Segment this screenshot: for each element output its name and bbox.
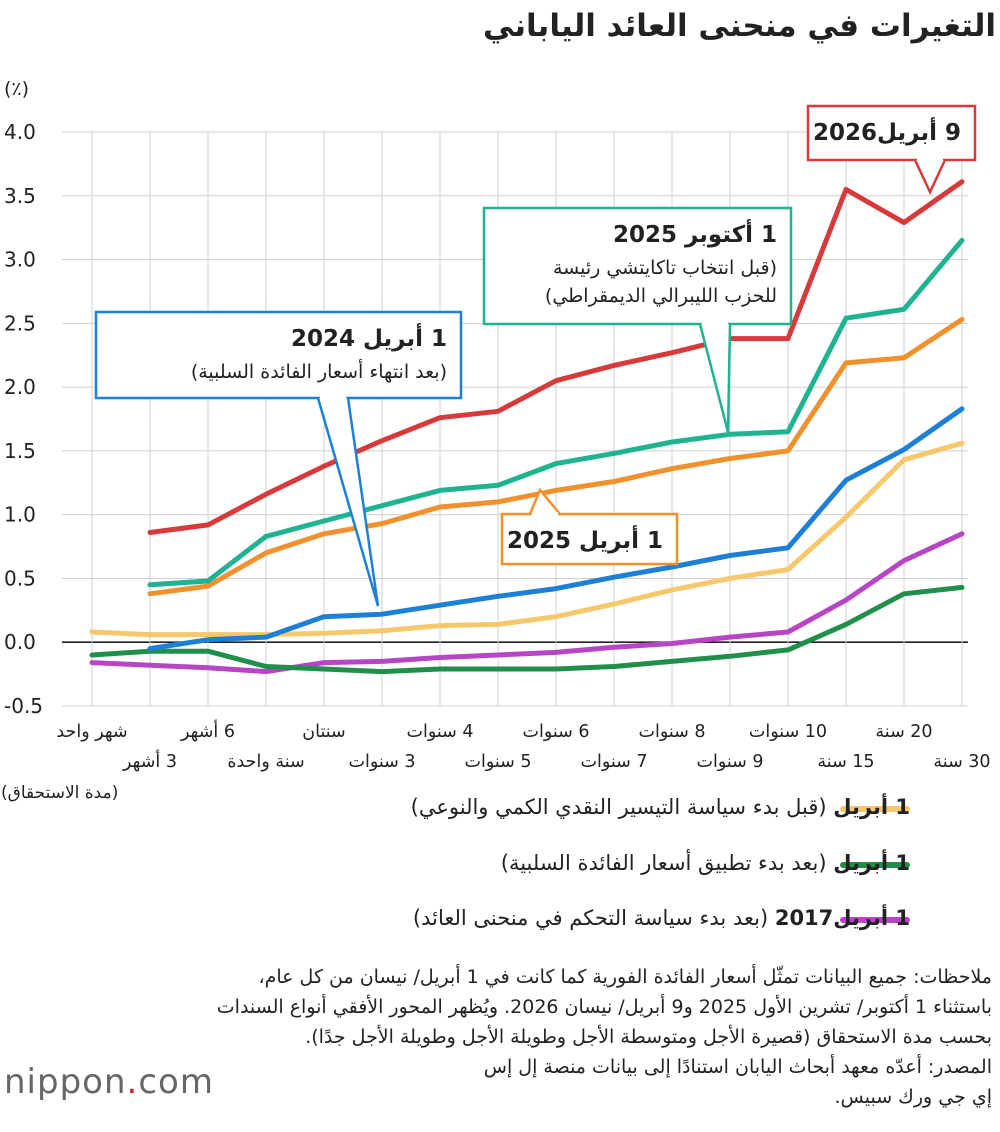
callout-3: 1 أبريل 2024 (بعد انتهاء أسعار الفائدة ال… <box>94 310 463 607</box>
callout-box <box>806 104 977 162</box>
y-tick-label: 0.0 <box>4 630 36 654</box>
callout-text: 1 أبريل 2025 <box>507 524 663 554</box>
note-line: باستثناء 1 أكتوبر/ تشرين الأول 2025 و9 أ… <box>216 996 992 1018</box>
note-line: ملاحظات: جميع البيانات تمثّل أسعار الفائ… <box>258 966 993 988</box>
legend-date: 1 أبريل2017 <box>774 906 910 930</box>
series-line-5 <box>89 584 965 675</box>
series-lines <box>89 179 965 675</box>
x-tick-label: 4 سنوات <box>406 722 473 742</box>
legend-swatch-yellow <box>840 806 910 812</box>
y-tick-label: 3.0 <box>4 248 36 272</box>
y-tick-label: 1.5 <box>4 439 36 463</box>
series-line-2 <box>147 317 965 597</box>
x-tick-label: شهر واحد <box>56 722 127 742</box>
callout-text: 9 أبريل2026 <box>813 116 961 146</box>
legend-swatch-purple <box>840 917 910 923</box>
legend-swatch-green <box>840 862 910 868</box>
y-tick-label: 0.5 <box>4 566 36 590</box>
x-tick-label: 5 سنوات <box>464 752 531 772</box>
callout-box <box>94 310 463 400</box>
legend-date: 1 أبريل <box>833 795 910 819</box>
callout-text: (قبل انتخاب تاكايتشي رئيسة <box>553 257 777 279</box>
x-tick-label: سنة واحدة <box>227 752 304 772</box>
x-tick-label: سنتان <box>302 722 345 742</box>
callout-pointer <box>316 397 380 607</box>
x-axis-label: (مدة الاستحقاق) <box>1 783 118 803</box>
y-tick-label: 4.0 <box>4 120 36 144</box>
x-tick-label: 8 سنوات <box>638 722 705 742</box>
callout-text: للحزب الليبرالي الديمقراطي) <box>545 285 777 307</box>
x-tick-label: 30 سنة <box>933 752 990 772</box>
x-tick-label: 15 سنة <box>817 752 874 772</box>
callout-text: (بعد انتهاء أسعار الفائدة السلبية) <box>191 359 447 383</box>
legend-note: (قبل بدء سياسة التيسير النقدي الكمي والن… <box>410 795 827 819</box>
x-tick-label: 7 سنوات <box>580 752 647 772</box>
series-line-1 <box>147 237 965 588</box>
x-tick-label: 10 سنوات <box>749 722 827 742</box>
callouts: 9 أبريل2026 1 أكتوبر 2025 (قبل انتخاب تاكا… <box>94 104 977 607</box>
series-line-4 <box>89 440 965 638</box>
axes: 4.0 3.5 3.0 2.5 2.0 1.5 1.0 0.5 0.0 -0.5 (٪) شهر وا… <box>1 78 991 803</box>
callout-box <box>500 512 679 566</box>
callout-text: 1 أبريل 2024 <box>291 322 447 352</box>
y-tick-label: 2.5 <box>4 311 36 335</box>
callout-box <box>482 206 793 326</box>
chart-title: التغيرات في منحنى العائد الياباني <box>483 8 996 44</box>
callout-2: 1 أبريل 2025 <box>500 487 679 566</box>
callout-text: 1 أكتوبر 2025 <box>613 218 777 248</box>
y-tick-label: 1.0 <box>4 503 36 527</box>
note-line: المصدر: أعدّه معهد أبحاث اليابان استنادً… <box>483 1056 992 1078</box>
series-line-3 <box>147 406 965 652</box>
nippon-logo: nippon.com <box>4 1062 214 1102</box>
x-tick-label: 6 أشهر <box>180 719 235 742</box>
yield-curve-chart: 4.0 3.5 3.0 2.5 2.0 1.5 1.0 0.5 0.0 -0.5 (٪) شهر وا… <box>1 78 991 803</box>
note-line: إي جي ورك سبيس. <box>834 1086 992 1108</box>
x-tick-label: 6 سنوات <box>522 722 589 742</box>
callout-0: 9 أبريل2026 <box>806 104 977 195</box>
callout-pointer <box>698 323 732 433</box>
legend-date: 1 أبريل <box>833 851 910 875</box>
note-line: بحسب مدة الاستحقاق (قصيرة الأجل ومتوسطة … <box>305 1026 992 1048</box>
callout-pointer <box>913 159 947 195</box>
logo-tld: com <box>138 1062 214 1102</box>
y-tick-label: 2.0 <box>4 375 36 399</box>
y-axis-unit: (٪) <box>4 78 29 100</box>
x-tick-label: 3 سنوات <box>348 752 415 772</box>
y-tick-label: -0.5 <box>4 694 43 718</box>
x-tick-label: 9 سنوات <box>696 752 763 772</box>
legend-note: (بعد بدء سياسة التحكم في منحنى العائد) <box>412 906 769 930</box>
y-tick-label: 3.5 <box>4 184 36 208</box>
notes: ملاحظات: جميع البيانات تمثّل أسعار الفائ… <box>7 962 992 1112</box>
logo-dot: . <box>126 1062 139 1102</box>
legend-item-yellow: 1 أبريل (قبل بدء سياسة التيسير النقدي ال… <box>411 795 910 819</box>
series-line-6 <box>89 531 965 675</box>
x-tick-label: 3 أشهر <box>122 749 177 772</box>
x-tick-label: 20 سنة <box>875 722 932 742</box>
legend-item-purple: 1 أبريل2017 (بعد بدء سياسة التحكم في منح… <box>413 906 910 930</box>
legend-note: (بعد بدء تطبيق أسعار الفائدة السلبية) <box>500 851 827 875</box>
legend-item-green: 1 أبريل (بعد بدء تطبيق أسعار الفائدة الس… <box>501 851 910 875</box>
logo-text: nippon <box>4 1062 127 1102</box>
callout-1: 1 أكتوبر 2025 (قبل انتخاب تاكايتشي رئيسة ل… <box>482 206 793 433</box>
series-line-0 <box>147 179 965 535</box>
callout-pointer <box>528 487 561 515</box>
